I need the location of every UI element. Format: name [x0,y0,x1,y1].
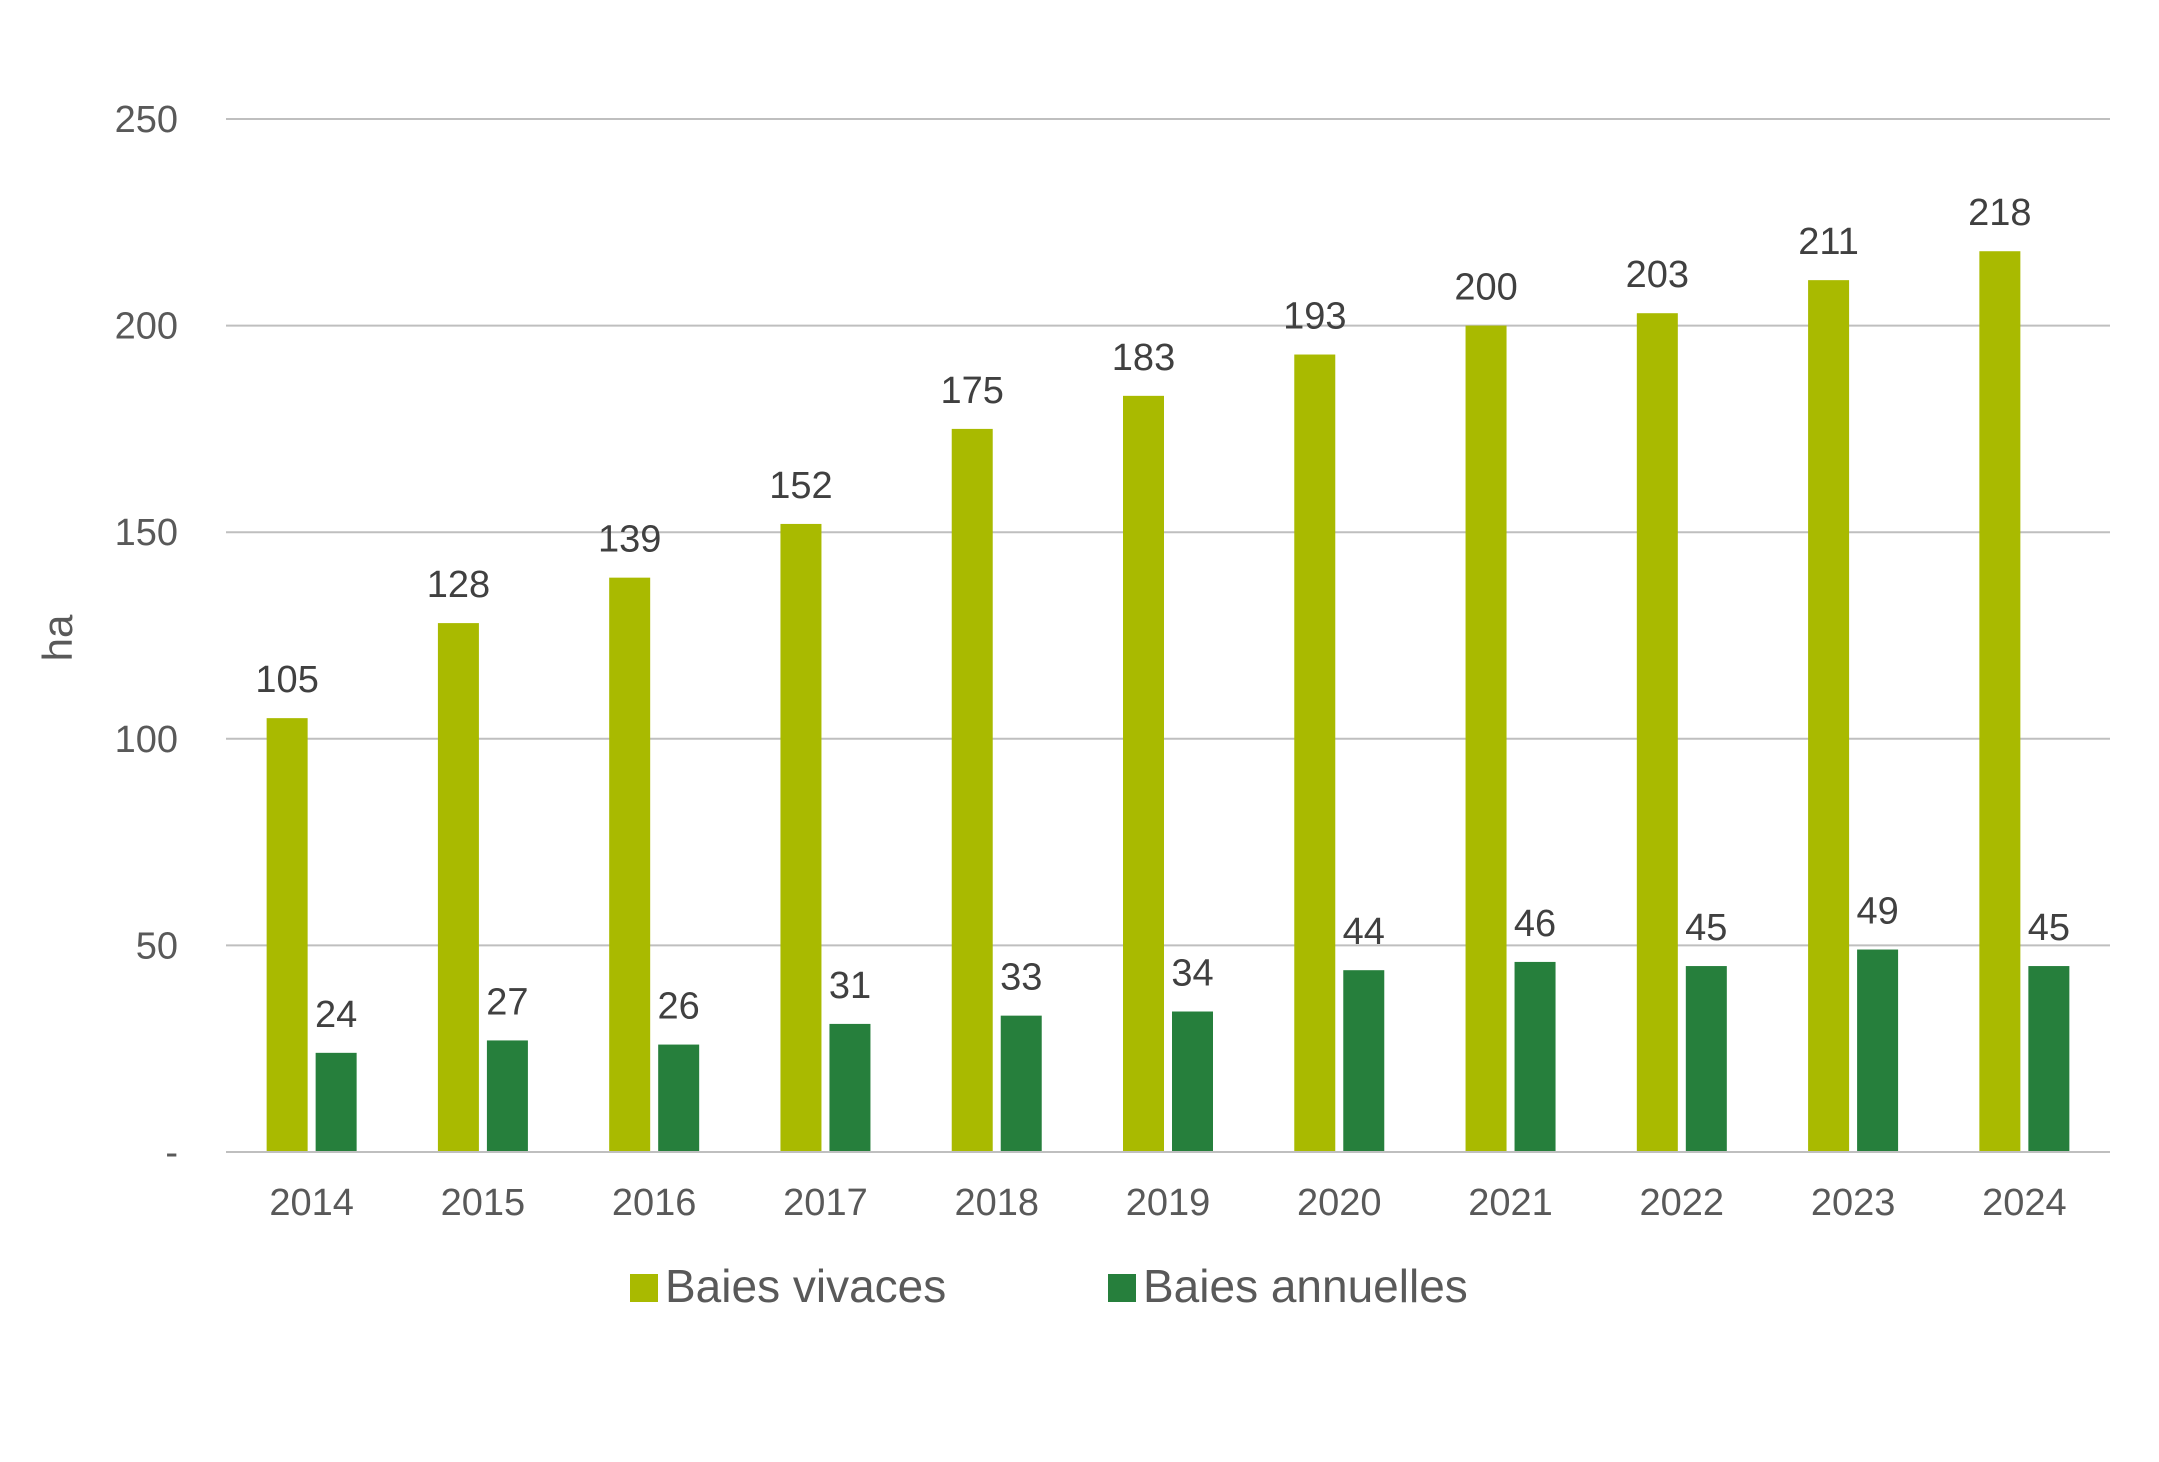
bar-baies-vivaces [1123,395,1164,1152]
data-label: 203 [1626,254,1689,296]
x-tick-label: 2019 [1126,1182,1211,1224]
data-label: 200 [1454,267,1517,309]
legend-swatch [630,1274,658,1302]
bar-baies-vivaces [1294,354,1336,1152]
bar-baies-annuelles [2028,966,2070,1152]
bar-baies-annuelles [1857,949,1899,1152]
y-tick-label: 250 [115,99,178,141]
bar-baies-vivaces [609,577,651,1152]
data-label: 26 [658,986,700,1028]
data-label: 49 [1856,891,1898,933]
data-label: 193 [1283,296,1346,338]
data-label: 44 [1343,911,1385,953]
data-label: 183 [1112,337,1175,379]
x-tick-label: 2014 [269,1182,354,1224]
bar-baies-annuelles [1000,1015,1042,1152]
bar-baies-annuelles [1685,966,1727,1152]
x-tick-label: 2016 [612,1182,697,1224]
bar-baies-vivaces [266,718,308,1152]
data-label: 24 [315,994,357,1036]
data-label: 33 [1000,957,1042,999]
data-label: 34 [1171,953,1213,995]
bar-baies-annuelles [1343,970,1385,1152]
legend: Baies vivaces Baies annuelles [630,1260,1468,1312]
data-label: 152 [769,465,832,507]
x-tick-label: 2022 [1640,1182,1725,1224]
legend-label: Baies vivaces [665,1260,946,1312]
data-label: 139 [598,519,661,561]
y-tick-label: 100 [115,719,178,761]
x-tick-label: 2023 [1811,1182,1896,1224]
bars [266,251,2070,1153]
bar-baies-annuelles [1514,961,1556,1152]
bar-baies-annuelles [486,1040,528,1152]
x-tick-label: 2020 [1297,1182,1382,1224]
data-label: 105 [255,659,318,701]
bar-baies-vivaces [951,428,993,1152]
data-label: 46 [1514,903,1556,945]
x-tick-label: 2017 [783,1182,868,1224]
data-label: 45 [2028,907,2070,949]
y-tick-label: - [165,1132,178,1174]
x-tick-label: 2015 [441,1182,526,1224]
y-axis-title: ha [34,614,81,661]
data-label: 175 [941,370,1004,412]
data-label: 128 [427,564,490,606]
legend-label: Baies annuelles [1143,1260,1468,1312]
data-label: 45 [1685,907,1727,949]
bar-baies-annuelles [658,1044,700,1152]
y-tick-label: 50 [136,925,178,967]
bar-baies-vivaces [437,623,479,1152]
bar-baies-annuelles [829,1023,871,1152]
bar-baies-annuelles [315,1052,357,1152]
bar-baies-annuelles [1172,1011,1213,1152]
axes: - 50 100 150 200 250 2014 2015 2016 2017 2018 2019 2… [115,99,2110,1224]
data-label: 218 [1968,192,2031,234]
data-label: 211 [1798,221,1859,263]
bar-baies-vivaces [1979,251,2021,1152]
x-tick-label: 2024 [1982,1182,2067,1224]
data-label: 27 [486,981,528,1023]
y-tick-label: 200 [115,306,178,348]
data-label: 31 [829,965,871,1007]
bar-baies-vivaces [1808,280,1850,1152]
gridlines [226,118,2110,947]
data-labels: 105 24 128 27 139 26 152 31 175 33 183 34 193 44 200 46… [255,192,2070,1036]
legend-swatch [1108,1274,1136,1302]
x-tick-label: 2018 [954,1182,1039,1224]
y-tick-label: 150 [115,512,178,554]
x-tick-label: 2021 [1468,1182,1553,1224]
bar-baies-vivaces [1465,325,1507,1153]
bar-baies-vivaces [780,523,822,1152]
bar-baies-vivaces [1636,313,1678,1153]
